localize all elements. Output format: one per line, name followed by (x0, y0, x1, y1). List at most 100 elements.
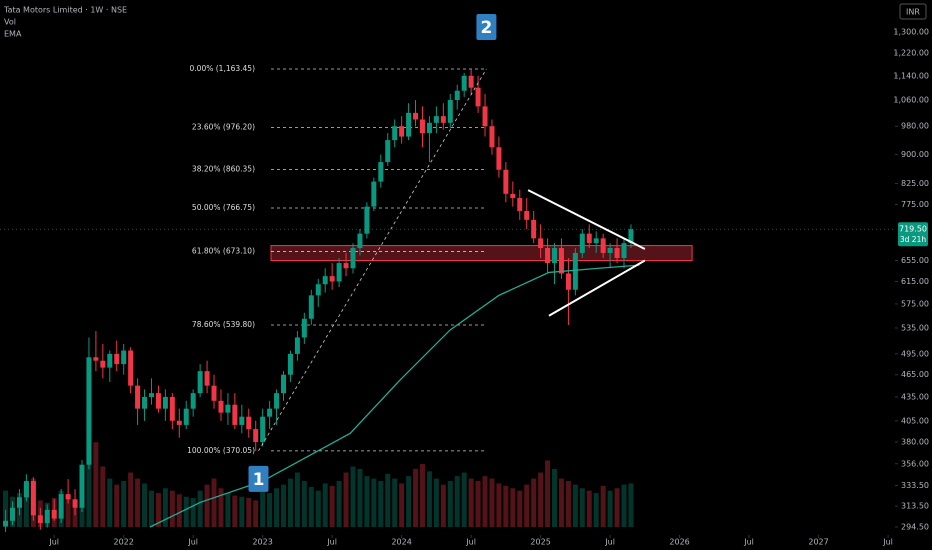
volume-bar (413, 468, 419, 527)
volume-bar (308, 487, 314, 527)
volume-bar (287, 478, 293, 527)
candle-body (79, 464, 85, 508)
candle-body (232, 404, 238, 425)
zone (270, 245, 693, 262)
volume-bar (545, 460, 551, 527)
volume-bar (572, 484, 578, 527)
y-tick-label: 333.50 (901, 481, 929, 490)
volume-bar (364, 476, 370, 527)
candle-body (607, 248, 613, 253)
fib-label: 100.00% (370.05) (187, 446, 255, 455)
volume-bar (607, 490, 613, 527)
candle-body (239, 416, 245, 425)
volume-bar (260, 490, 266, 527)
volume-bar (148, 490, 154, 527)
volume-bar (183, 496, 189, 527)
candle-body (142, 396, 148, 409)
volume-bar (232, 495, 238, 527)
y-tick-label: 380.00 (901, 438, 929, 447)
volume-bar (65, 495, 71, 527)
candle-body (545, 248, 551, 264)
candle-body (413, 112, 419, 120)
volume-bar (510, 488, 516, 527)
volume-bar (531, 478, 537, 527)
candle-body (218, 400, 224, 413)
candle-body (3, 520, 9, 527)
candle-body (621, 243, 627, 258)
candle-body (392, 126, 398, 141)
volume-bar (155, 493, 161, 527)
candle-body (538, 238, 544, 249)
candle-body (301, 318, 307, 338)
volume-bar (426, 471, 432, 527)
candle-body (600, 238, 606, 253)
candle-body (371, 181, 377, 207)
volume-bar (86, 412, 92, 527)
marker-box (248, 465, 269, 492)
volume-bar (461, 472, 467, 527)
y-tick-label: 465.00 (901, 370, 929, 379)
x-tick-label: Jul (743, 538, 754, 547)
candle-body (44, 509, 50, 524)
volume-bar (329, 485, 335, 527)
candle-body (447, 100, 453, 123)
indicator-label: Vol (4, 18, 16, 27)
candle-body (23, 481, 29, 498)
marker-box (476, 13, 497, 40)
volume-bar (246, 497, 252, 527)
volume-bar (489, 478, 495, 527)
candle-body (364, 206, 370, 234)
candle-body (343, 263, 349, 269)
y-tick-label: 294.50 (901, 522, 929, 531)
candle-body (336, 263, 342, 282)
candle-body (10, 507, 16, 521)
candle-body (51, 509, 57, 519)
volume-bar (586, 490, 592, 527)
price-tag-label: 719.50 (899, 225, 927, 234)
x-tick-label: 2023 (252, 538, 272, 547)
y-tick-label: 1,060.00 (893, 96, 929, 105)
volume-bar (440, 484, 446, 527)
volume-bar (100, 466, 106, 527)
candle-body (482, 106, 488, 127)
volume-bar (579, 488, 585, 527)
candle-body (454, 90, 460, 101)
x-tick-label: 2027 (808, 538, 828, 547)
y-tick-label: 575.00 (901, 299, 929, 308)
countdown: 3d 21h (900, 235, 926, 244)
volume-bar (538, 472, 544, 527)
chart-title: Tata Motors Limited · 1W · NSE (3, 6, 127, 15)
candle-body (385, 140, 391, 163)
volume-bar (274, 488, 280, 527)
volume-bar (142, 483, 148, 527)
volume-bar (162, 488, 168, 527)
candle-body (510, 193, 516, 199)
candle-body (128, 350, 134, 386)
candle-body (426, 122, 432, 134)
volume-bar (385, 473, 391, 527)
candle-body (628, 229, 634, 244)
candle-body (517, 198, 523, 211)
candle-body (406, 112, 412, 137)
marker-label: 1 (253, 470, 265, 490)
volume-bar (197, 490, 203, 527)
y-tick-label: 825.00 (901, 179, 929, 188)
y-tick-label: 1,220.00 (893, 49, 929, 58)
candle-body (308, 295, 314, 319)
candle-body (162, 396, 168, 409)
fib-label: 78.60% (539.80) (192, 320, 255, 329)
candle-body (183, 408, 189, 425)
volume-bar (204, 484, 210, 527)
candle-body (572, 252, 578, 290)
fib-label: 23.60% (976.20) (192, 122, 255, 131)
volume-bar (135, 478, 141, 527)
volume-bar (114, 484, 120, 527)
x-tick-label: 2024 (391, 538, 411, 547)
volume-bar (322, 483, 328, 527)
candle-body (614, 248, 620, 258)
candle-body (552, 248, 558, 264)
candle-body (58, 494, 64, 519)
trendline (548, 259, 646, 317)
volume-bar (433, 478, 439, 527)
